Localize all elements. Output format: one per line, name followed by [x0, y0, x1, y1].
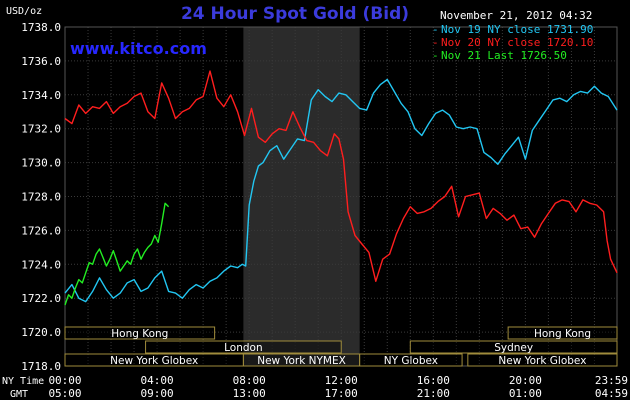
- y-tick-label: 1724.0: [21, 258, 61, 271]
- market-box: [145, 340, 342, 354]
- market-label: Sydney: [494, 342, 533, 354]
- x-tick-gmt: 01:00: [509, 387, 542, 400]
- market-box: [64, 326, 216, 340]
- x-tick-ny: 20:00: [509, 374, 542, 387]
- series-line-nov20: [64, 70, 618, 282]
- series-line-nov21: [64, 202, 170, 306]
- legend-nov20: Nov 20 NY close 1720.10: [441, 36, 593, 49]
- x-tick-ny: 04:00: [141, 374, 174, 387]
- x-tick-gmt: 05:00: [48, 387, 81, 400]
- timestamp: November 21, 2012 04:32: [440, 9, 592, 22]
- chart-title: 24 Hour Spot Gold (Bid): [181, 4, 409, 24]
- x-tick-ny: 12:00: [325, 374, 358, 387]
- x-tick-gmt: 21:00: [417, 387, 450, 400]
- market-box: [507, 326, 618, 340]
- y-tick-label: 1732.0: [21, 123, 61, 136]
- legend-nov21: Nov 21 Last 1726.50: [441, 49, 567, 62]
- y-tick-label: 1734.0: [21, 89, 61, 102]
- market-label: Hong Kong: [111, 328, 168, 340]
- legend-nov20-marker: -: [432, 36, 439, 49]
- x-tick-gmt: 04:59: [595, 387, 628, 400]
- market-box: [409, 340, 618, 354]
- market-label: Hong Kong: [534, 328, 591, 340]
- y-tick-label: 1736.0: [21, 55, 61, 68]
- legend: Nov 19 NY close 1731.90 Nov 20 NY close …: [432, 23, 593, 62]
- market-label: NY Globex: [384, 355, 438, 367]
- ny-time-label: NY Time: [2, 376, 44, 387]
- y-tick-label: 1726.0: [21, 224, 61, 237]
- x-tick-gmt: 17:00: [325, 387, 358, 400]
- market-box: [467, 353, 618, 367]
- x-tick-ny: 23:59: [595, 374, 628, 387]
- y-tick-label: 1730.0: [21, 157, 61, 170]
- series-line-nov19: [64, 78, 618, 303]
- nymex-session-band: [243, 27, 360, 366]
- market-label: New York NYMEX: [257, 355, 346, 367]
- x-tick-ny: 08:00: [233, 374, 266, 387]
- y-tick-label: 1718.0: [21, 360, 61, 373]
- y-tick-label: 1728.0: [21, 191, 61, 204]
- y-tick-label: 1720.0: [21, 326, 61, 339]
- market-label: London: [224, 342, 263, 354]
- legend-nov21-marker: -: [432, 49, 439, 62]
- series-lines: [64, 70, 618, 306]
- gmt-label: GMT: [10, 389, 28, 400]
- y-tick-label: 1738.0: [21, 21, 61, 34]
- market-label: New York Globex: [498, 355, 586, 367]
- legend-nov19: Nov 19 NY close 1731.90: [441, 23, 593, 36]
- market-box: [359, 353, 463, 367]
- y-axis-ticks: 1738.0 1736.0 1734.0 1732.0 1730.0 1728.0 1726…: [21, 21, 61, 373]
- x-tick-ny: 00:00: [48, 374, 81, 387]
- x-tick-gmt: 09:00: [141, 387, 174, 400]
- units-label: USD/oz: [6, 6, 42, 17]
- legend-nov19-marker: -: [432, 23, 439, 36]
- x-tick-gmt: 13:00: [233, 387, 266, 400]
- y-tick-label: 1722.0: [21, 292, 61, 305]
- watermark: www.kitco.com: [70, 39, 207, 58]
- market-label: New York Globex: [110, 355, 198, 367]
- market-sessions: Hong Kong London New York Globex New York N…: [64, 326, 618, 367]
- x-tick-ny: 16:00: [417, 374, 450, 387]
